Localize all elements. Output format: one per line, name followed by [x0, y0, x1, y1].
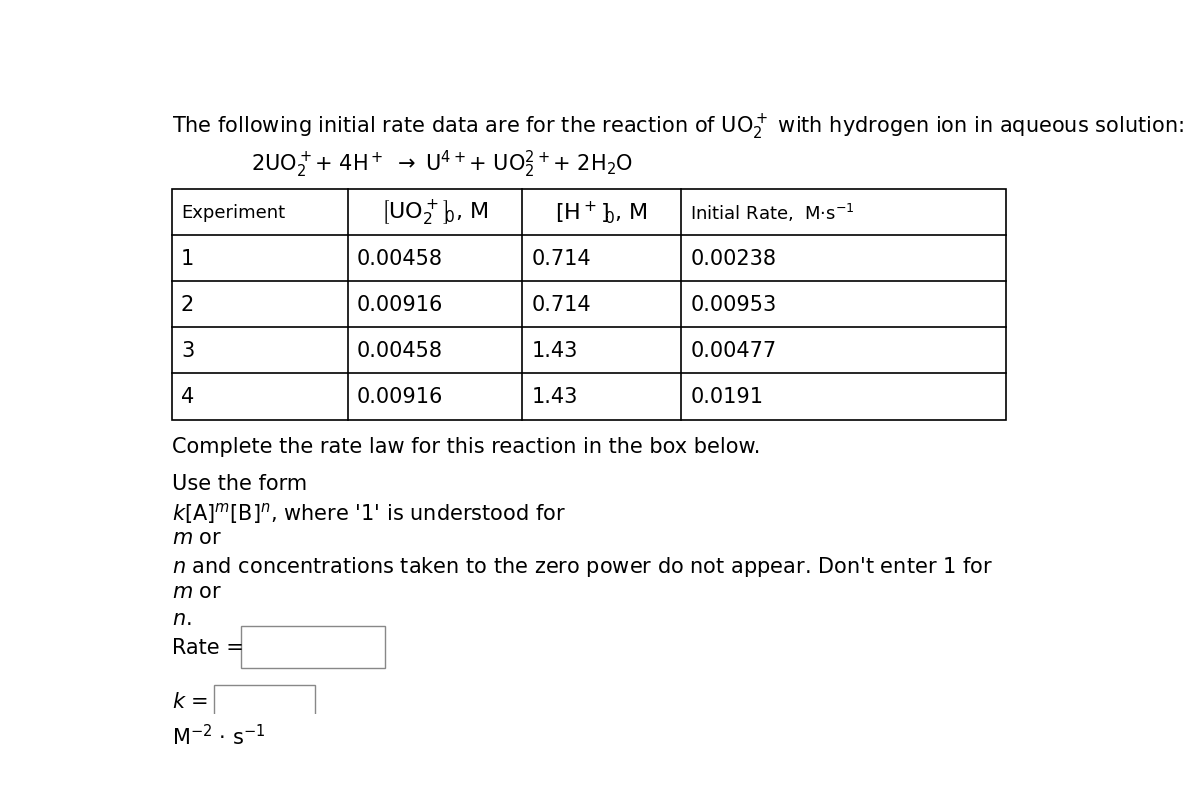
- Text: $m$ or: $m$ or: [172, 581, 222, 602]
- Text: 0.00916: 0.00916: [356, 294, 443, 314]
- Text: The following initial rate data are for the reaction of UO$_2^+$ with hydrogen i: The following initial rate data are for …: [172, 112, 1183, 142]
- Text: Initial Rate,  M$\cdot$s$^{-1}$: Initial Rate, M$\cdot$s$^{-1}$: [690, 201, 854, 224]
- Text: $\left[\mathrm{UO_2^+}\right]_{\!\!0}$, M: $\left[\mathrm{UO_2^+}\right]_{\!\!0}$, …: [382, 198, 488, 227]
- Text: $\left[\mathrm{H^+}\right]_{\!\!0}$, M: $\left[\mathrm{H^+}\right]_{\!\!0}$, M: [556, 199, 648, 226]
- Text: $m$ or: $m$ or: [172, 528, 222, 548]
- Text: Use the form: Use the form: [172, 474, 307, 494]
- Text: Experiment: Experiment: [181, 204, 286, 221]
- Text: 1.43: 1.43: [532, 341, 577, 361]
- Text: $k$[A]$^m$[B]$^n$, where '1' is understood for: $k$[A]$^m$[B]$^n$, where '1' is understo…: [172, 500, 565, 526]
- Bar: [215, 686, 316, 716]
- Text: 0.00458: 0.00458: [356, 249, 443, 269]
- Text: 0.0191: 0.0191: [690, 387, 763, 407]
- Text: 0.00458: 0.00458: [356, 341, 443, 361]
- Text: 0.00477: 0.00477: [690, 341, 776, 361]
- Text: Complete the rate law for this reaction in the box below.: Complete the rate law for this reaction …: [172, 437, 760, 457]
- Text: $n$ and concentrations taken to the zero power do not appear. Don't enter 1 for: $n$ and concentrations taken to the zero…: [172, 555, 992, 578]
- Text: $k$ =: $k$ =: [172, 691, 208, 711]
- Text: 1: 1: [181, 249, 194, 269]
- Text: 1.43: 1.43: [532, 387, 577, 407]
- Text: M$^{-2}$ $\cdot$ s$^{-1}$: M$^{-2}$ $\cdot$ s$^{-1}$: [172, 723, 265, 748]
- Text: $n$.: $n$.: [172, 609, 191, 629]
- Text: 0.00953: 0.00953: [690, 294, 776, 314]
- Text: 2UO$_2^+$+ 4H$^+$ $\rightarrow$ U$^{4+}$+ UO$_2^{2+}$+ 2H$_2$O: 2UO$_2^+$+ 4H$^+$ $\rightarrow$ U$^{4+}$…: [251, 148, 632, 180]
- Text: 3: 3: [181, 341, 194, 361]
- Text: 0.00916: 0.00916: [356, 387, 443, 407]
- Text: 0.714: 0.714: [532, 294, 590, 314]
- Text: 4: 4: [181, 387, 194, 407]
- Text: Rate =: Rate =: [172, 637, 244, 657]
- Text: 0.714: 0.714: [532, 249, 590, 269]
- Bar: [241, 626, 385, 668]
- Text: 2: 2: [181, 294, 194, 314]
- Text: 0.00238: 0.00238: [690, 249, 776, 269]
- Bar: [172, 189, 1007, 420]
